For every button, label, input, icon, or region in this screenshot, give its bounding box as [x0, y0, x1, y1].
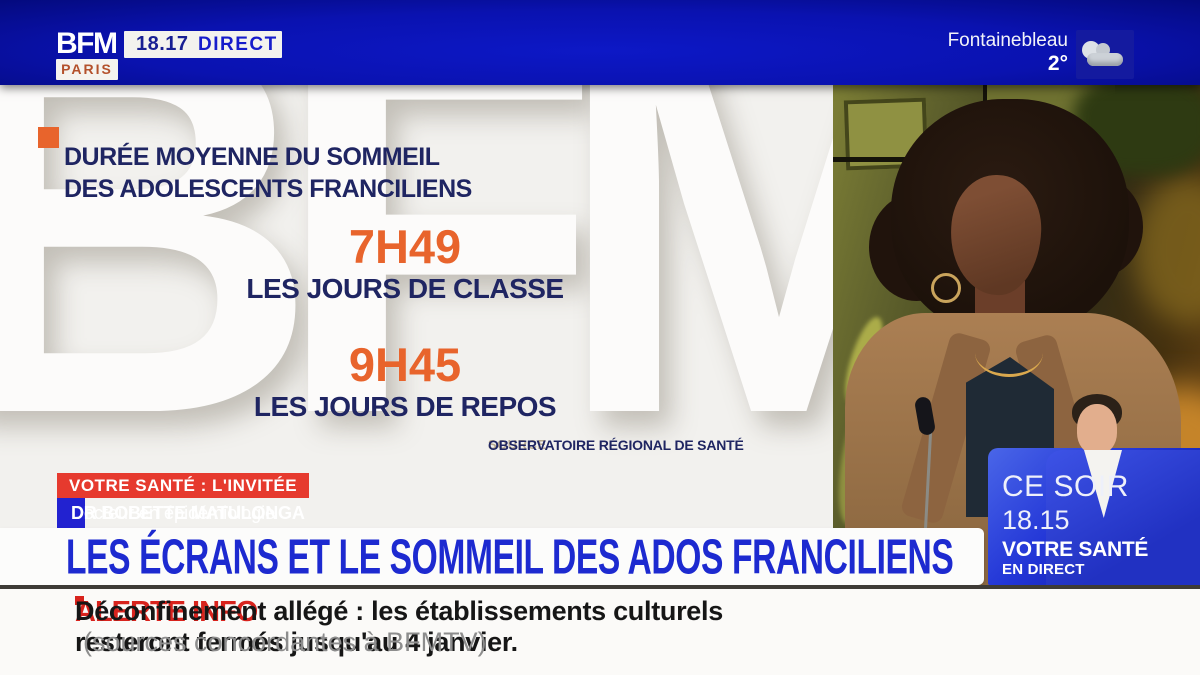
source-name: OBSERVATOIRE RÉGIONAL DE SANTÉ — [488, 437, 744, 453]
time-direct-box: 18.17 DIRECT — [124, 31, 282, 58]
ticker-text-1: Déconfinement allégé : les établissement… — [75, 596, 723, 626]
alert-square-icon — [75, 596, 84, 605]
clock-time: 18.17 — [136, 33, 189, 55]
promo-show-name: VOTRE SANTÉ — [1002, 538, 1149, 561]
weather-city: Fontainebleau — [947, 30, 1068, 51]
bfm-logo: BFM — [56, 27, 118, 60]
anchor-suit — [1046, 450, 1200, 585]
anchor-face — [1077, 404, 1117, 454]
weather-icon-box — [1076, 30, 1134, 79]
headline: LES ÉCRANS ET LE SOMMEIL DES ADOS FRANCI… — [66, 528, 954, 584]
kicker-banner: VOTRE SANTÉ : L'INVITÉE — [57, 473, 310, 498]
warm-light-bokeh — [1133, 175, 1200, 325]
stat-value-rest-days: 9H45 — [348, 338, 462, 391]
cloud-icon — [1087, 53, 1123, 66]
headline-band: LES ÉCRANS ET LE SOMMEIL DES ADOS FRANCI… — [0, 528, 984, 585]
necklace — [975, 329, 1043, 377]
stat-label-rest-days: LES JOURS DE REPOS — [253, 391, 557, 422]
guest-name: DR BOBETTE MATULONGA — [71, 503, 305, 523]
paris-logo: PARIS — [56, 59, 118, 80]
promo-live-label: EN DIRECT — [1002, 561, 1085, 578]
guest-title: Docteur en épidémiologie — [71, 503, 276, 523]
bullet-square-icon — [38, 127, 59, 148]
guest-banner: DR BOBETTE MATULONGA Docteur en épidémiol… — [57, 498, 305, 528]
source-prefix: SOURCE — [488, 437, 547, 452]
weather-temperature: 2° — [1047, 52, 1068, 75]
stats-block: 7H49 LES JOURS DE CLASSE 9H45 LES JOURS … — [0, 85, 810, 528]
sleep-infographic-panel: BFM DURÉE MOYENNE DU SOMMEIL DES ADOLESC… — [0, 85, 833, 528]
promo-when: CE SOIR — [1002, 470, 1129, 503]
infographic-title: DURÉE MOYENNE DU SOMMEIL DES ADOLESCENTS… — [64, 141, 472, 205]
bfm-watermark: BFM — [0, 85, 833, 526]
stat-value-school-days: 7H49 — [348, 220, 462, 273]
ticker-source: (sources concordantes à BFMTV) — [83, 627, 487, 657]
title-line-2: DES ADOLESCENTS FRANCILIENS — [64, 175, 472, 203]
tonight-promo-card: CE SOIR 18.15 VOTRE SANTÉ EN DIRECT — [988, 394, 1200, 585]
direct-label: DIRECT — [198, 34, 278, 55]
stat-label-school-days: LES JOURS DE CLASSE — [246, 273, 564, 304]
title-line-1: DURÉE MOYENNE DU SOMMEIL — [64, 143, 440, 171]
promo-time: 18.15 — [1002, 505, 1070, 535]
earring — [931, 273, 961, 303]
news-ticker: ALERTE INFO Déconfinement allégé : les ét… — [0, 585, 1200, 675]
alert-info-label: ALERTE INFO — [75, 596, 258, 628]
ticker-text-2: resteront fermés jusqu'au 4 janvier. — [75, 627, 518, 657]
top-bar: BFM PARIS 18.17 DIRECT Fontainebleau 2° — [0, 0, 1200, 85]
